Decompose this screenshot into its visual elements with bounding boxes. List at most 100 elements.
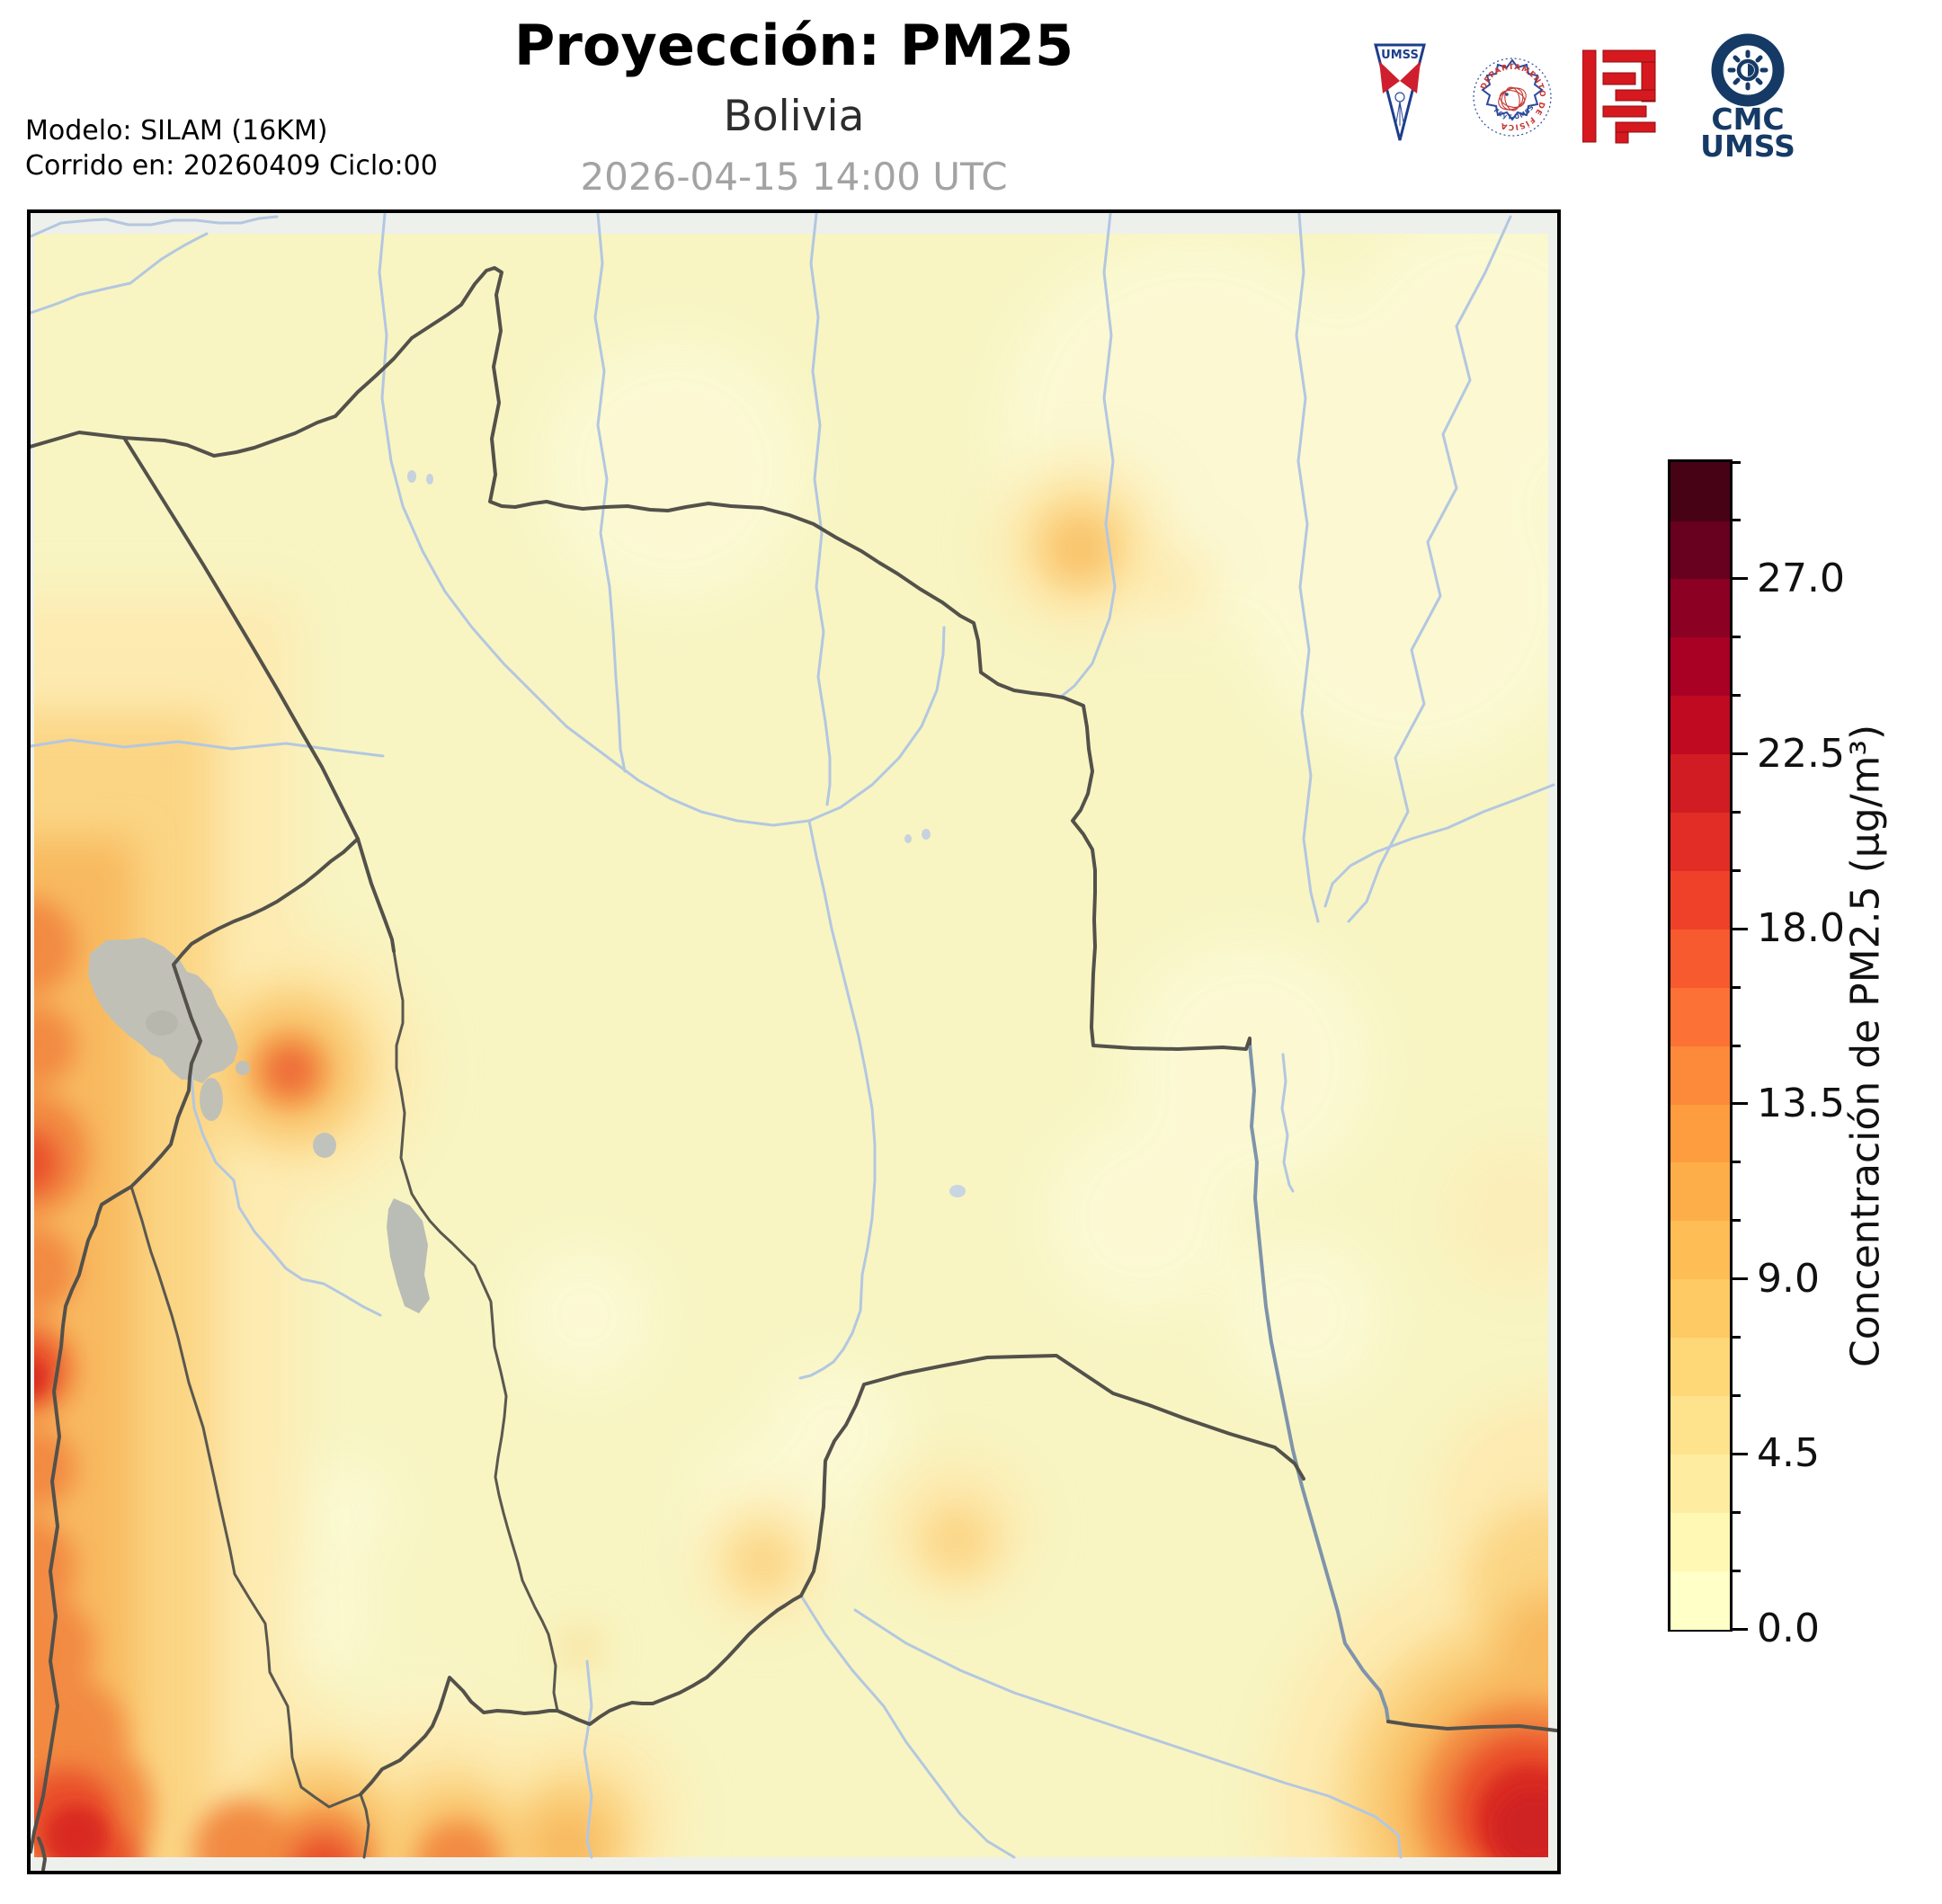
map-frame	[27, 209, 1561, 1874]
colorbar-minor-tick	[1730, 519, 1741, 522]
colorbar-segment	[1670, 753, 1730, 813]
river	[1295, 212, 1320, 923]
national-border-southeast	[1386, 1720, 1558, 1732]
colorbar-segment	[1670, 987, 1730, 1046]
national-border-peru-diagonal	[122, 436, 396, 953]
physics-seal-icon: DEPARTAMENTO DE FÍSICA FCyT-UMSS	[1473, 58, 1552, 137]
model-name: Modelo: SILAM (16KM)	[25, 115, 328, 147]
cmc-umss-logo: CMC UMSS	[1694, 31, 1802, 165]
umss-pennant-icon: UMSS	[1374, 43, 1426, 141]
river-desaguadero	[190, 1075, 382, 1317]
colorbar-minor-tick	[1730, 1044, 1741, 1047]
colorbar-segment	[1670, 929, 1730, 988]
colorbar-segment	[1670, 1454, 1730, 1513]
river	[799, 1594, 1016, 1859]
colorbar-segment	[1670, 578, 1730, 638]
department-border	[392, 949, 559, 1713]
colorbar-segment	[1670, 1161, 1730, 1222]
model-run: Corrido en: 20260409 Ciclo:00	[25, 150, 438, 182]
colorbar-segment	[1670, 1103, 1730, 1163]
colorbar-segment	[1670, 812, 1730, 871]
colorbar-minor-tick	[1730, 985, 1741, 989]
colorbar-tick-label: 0.0	[1757, 1606, 1820, 1651]
colorbar-tick-label: 27.0	[1757, 555, 1845, 601]
urban-and-lake-patches	[88, 470, 966, 1313]
physics-department-seal: DEPARTAMENTO DE FÍSICA FCyT-UMSS	[1471, 49, 1554, 148]
colorbar-minor-tick	[1730, 810, 1741, 814]
river	[798, 819, 877, 1380]
colorbar-segment	[1670, 462, 1730, 521]
river	[1059, 212, 1117, 698]
department-borders	[129, 949, 559, 1859]
border-river-brazil	[1248, 1042, 1390, 1723]
colorbar-major-tick	[1730, 752, 1748, 755]
river	[809, 212, 832, 806]
page-title: Proyección: PM25	[513, 13, 1074, 78]
colorbar-tick-label: 18.0	[1757, 905, 1845, 952]
colorbar-segment	[1670, 1337, 1730, 1396]
colorbar-tick-label: 13.5	[1757, 1080, 1845, 1126]
colorbar-major-tick	[1730, 1452, 1748, 1455]
colorbar-segment	[1670, 1570, 1730, 1630]
urban-satellite	[236, 1061, 250, 1075]
urban-area-la-paz-titicaca	[88, 938, 238, 1083]
fcyt-red-glyph-icon	[1581, 49, 1656, 144]
river	[29, 738, 385, 758]
colorbar-segment	[1670, 1220, 1730, 1280]
colorbar-segment	[1670, 1395, 1730, 1455]
colorbar-tick-label: 22.5	[1757, 730, 1845, 777]
colorbar-tick-label: 4.5	[1757, 1430, 1820, 1477]
page-subtitle: Bolivia	[723, 92, 865, 141]
small-lake-east	[949, 1185, 966, 1197]
lake-poopo-patch	[387, 1198, 430, 1313]
colorbar-minor-tick	[1730, 694, 1741, 698]
river	[593, 212, 627, 773]
colorbar-segment	[1670, 1045, 1730, 1105]
colorbar-major-tick	[1730, 1102, 1748, 1106]
colorbar-segment	[1670, 1512, 1730, 1571]
colorbar-minor-tick	[1730, 1393, 1741, 1397]
colorbar-segment	[1670, 636, 1730, 697]
pm25-concentration-field	[34, 234, 1548, 1857]
department-border	[359, 1793, 370, 1859]
small-lake-north-2	[426, 474, 433, 485]
model-info: Modelo: SILAM (16KM) Corrido en: 2026040…	[25, 113, 438, 183]
urban-appendix	[200, 1078, 223, 1121]
colorbar-minor-tick	[1730, 1569, 1741, 1572]
forecast-timestamp: 2026-04-15 14:00 UTC	[580, 155, 1008, 199]
colorbar-segment	[1670, 1278, 1730, 1339]
river	[1280, 1053, 1295, 1193]
colorbar-minor-tick	[1730, 460, 1741, 464]
bolivia-pm25-map	[25, 209, 1561, 1874]
national-border-peru-chile	[29, 837, 360, 1854]
urban-core	[146, 1010, 178, 1036]
cmc-umss-label: UMSS	[1700, 129, 1795, 162]
river	[1323, 783, 1555, 908]
colorbar-minor-tick	[1730, 868, 1741, 872]
salar-patch	[313, 1133, 336, 1158]
colorbar-major-tick	[1730, 577, 1748, 581]
colorbar-major-tick	[1730, 1627, 1748, 1631]
umss-pennant-logo: UMSS	[1374, 43, 1426, 147]
colorbar-segment	[1670, 695, 1730, 755]
cmc-umss-icon: CMC UMSS	[1700, 33, 1795, 164]
national-border-chile-argentina-stub	[37, 1837, 47, 1872]
department-border	[129, 1185, 362, 1809]
colorbar-segment	[1670, 870, 1730, 930]
national-borders	[25, 266, 1558, 1872]
colorbar-minor-tick	[1730, 1336, 1741, 1339]
colorbar-minor-tick	[1730, 1219, 1741, 1223]
colorbar-minor-tick	[1730, 1510, 1741, 1514]
national-border-paraguay	[799, 1354, 1305, 1597]
small-lake-center-2	[922, 829, 931, 840]
umss-pennant-label: UMSS	[1381, 49, 1419, 62]
colorbar-minor-tick	[1730, 636, 1741, 639]
map-panel	[25, 209, 1561, 1874]
colorbar-segment	[1670, 520, 1730, 580]
colorbar-tick-label: 9.0	[1757, 1255, 1820, 1302]
national-border-north	[25, 266, 1252, 1051]
river	[29, 215, 279, 238]
colorbar-minor-tick	[1730, 1161, 1741, 1164]
colorbar-major-tick	[1730, 1277, 1748, 1281]
